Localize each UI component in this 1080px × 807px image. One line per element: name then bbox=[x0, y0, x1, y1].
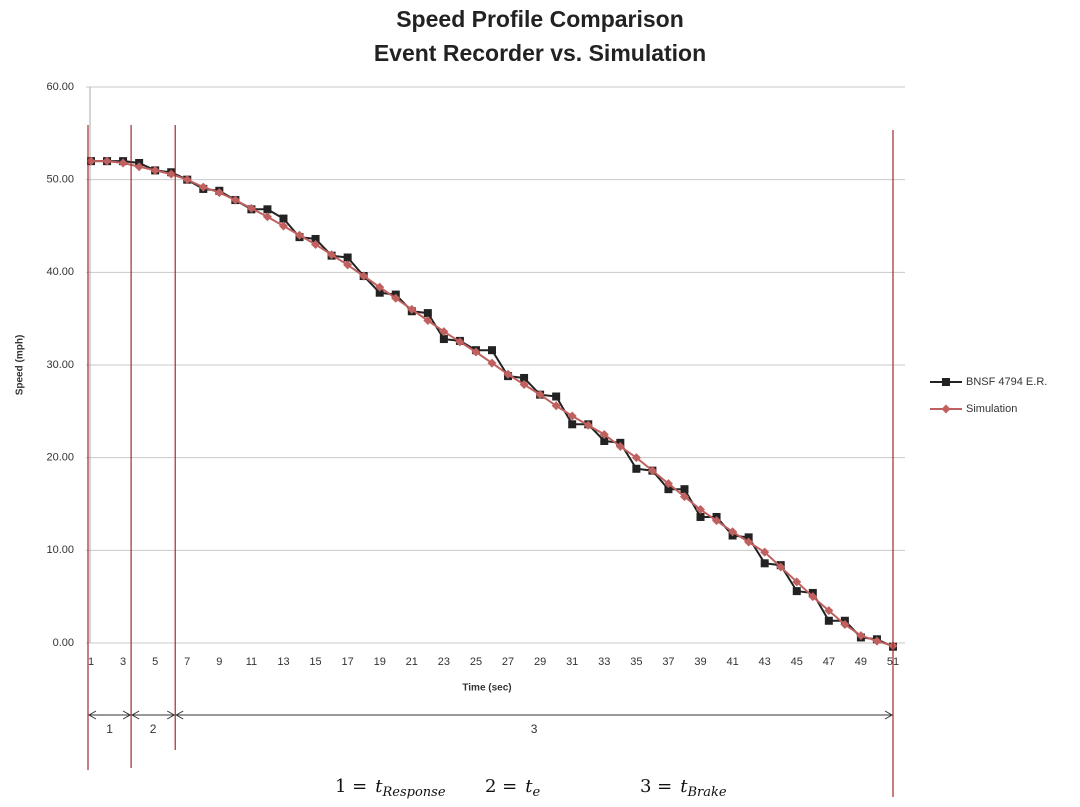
legend-label: BNSF 4794 E.R. bbox=[966, 376, 1047, 388]
series-line bbox=[91, 161, 893, 647]
x-tick-label: 17 bbox=[342, 656, 354, 668]
marker bbox=[793, 587, 801, 595]
x-tick-label: 1 bbox=[88, 656, 94, 668]
x-tick-label: 11 bbox=[246, 656, 257, 668]
note-label: 1 = bbox=[335, 776, 367, 797]
marker bbox=[488, 346, 496, 354]
note-subscript: e bbox=[533, 785, 541, 800]
x-tick-label: 3 bbox=[120, 656, 126, 668]
chart-subtitle: Event Recorder vs. Simulation bbox=[374, 40, 706, 66]
x-tick-label: 31 bbox=[566, 656, 578, 668]
x-tick-label: 25 bbox=[470, 656, 482, 668]
marker bbox=[568, 420, 576, 428]
phase-label: 2 bbox=[150, 722, 157, 736]
note-subscript: Brake bbox=[687, 785, 727, 800]
marker bbox=[424, 309, 432, 317]
y-tick-label: 40.00 bbox=[46, 266, 74, 278]
legend-marker bbox=[942, 405, 951, 414]
marker bbox=[552, 393, 560, 401]
x-tick-label: 35 bbox=[630, 656, 642, 668]
x-tick-label: 19 bbox=[374, 656, 386, 668]
x-tick-label: 9 bbox=[216, 656, 222, 668]
legend-marker bbox=[942, 378, 950, 386]
y-tick-label: 10.00 bbox=[46, 544, 74, 556]
chart: Speed Profile Comparison Event Recorder … bbox=[0, 0, 1080, 807]
y-tick-label: 50.00 bbox=[46, 174, 74, 186]
chart-title: Speed Profile Comparison bbox=[396, 6, 684, 32]
y-tick-label: 20.00 bbox=[46, 452, 74, 464]
marker bbox=[263, 212, 272, 221]
x-tick-label: 45 bbox=[791, 656, 803, 668]
marker bbox=[279, 215, 287, 223]
marker bbox=[761, 559, 769, 567]
x-tick-label: 41 bbox=[726, 656, 738, 668]
x-tick-label: 39 bbox=[694, 656, 706, 668]
note-label: 3 = bbox=[640, 776, 672, 797]
x-tick-label: 49 bbox=[855, 656, 867, 668]
x-tick-label: 43 bbox=[759, 656, 771, 668]
x-tick-label: 5 bbox=[152, 656, 158, 668]
phase-note: 3 =tBrake bbox=[640, 776, 727, 800]
series-line bbox=[91, 161, 893, 646]
phase-note: 1 =tResponse bbox=[335, 776, 446, 800]
y-tick-label: 30.00 bbox=[46, 359, 74, 371]
x-axis-label: Time (sec) bbox=[462, 683, 511, 694]
x-tick-label: 47 bbox=[823, 656, 835, 668]
marker bbox=[263, 205, 271, 213]
x-tick-label: 15 bbox=[309, 656, 321, 668]
y-tick-label: 0.00 bbox=[53, 637, 74, 649]
marker bbox=[825, 617, 833, 625]
x-tick-label: 37 bbox=[662, 656, 674, 668]
marker bbox=[680, 485, 688, 493]
phase-note: 2 =te bbox=[485, 776, 541, 800]
x-tick-label: 13 bbox=[277, 656, 289, 668]
x-tick-label: 27 bbox=[502, 656, 514, 668]
x-tick-label: 7 bbox=[184, 656, 190, 668]
y-tick-label: 60.00 bbox=[46, 81, 74, 93]
phase-label: 3 bbox=[531, 722, 538, 736]
x-tick-label: 33 bbox=[598, 656, 610, 668]
marker bbox=[632, 465, 640, 473]
y-axis-label: Speed (mph) bbox=[15, 335, 26, 396]
note-label: 2 = bbox=[485, 776, 517, 797]
x-tick-label: 23 bbox=[438, 656, 450, 668]
marker bbox=[344, 254, 352, 262]
x-tick-label: 29 bbox=[534, 656, 546, 668]
marker bbox=[697, 513, 705, 521]
legend-label: Simulation bbox=[966, 403, 1017, 415]
marker bbox=[440, 335, 448, 343]
note-subscript: Response bbox=[382, 785, 446, 800]
x-tick-label: 21 bbox=[406, 656, 418, 668]
phase-label: 1 bbox=[106, 722, 113, 736]
